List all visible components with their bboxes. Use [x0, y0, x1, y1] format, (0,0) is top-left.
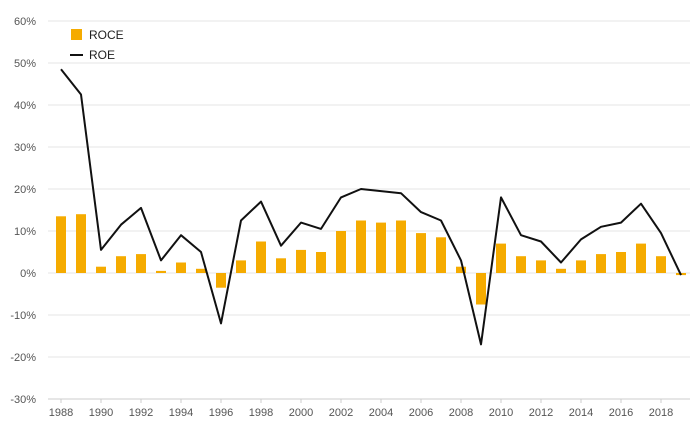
- y-tick-label: -10%: [10, 310, 36, 322]
- x-tick-label: 2008: [449, 407, 473, 419]
- roce-bar: [556, 268, 566, 273]
- y-tick-label: -20%: [10, 352, 36, 364]
- roce-bar: [636, 243, 646, 273]
- roce-bar: [416, 233, 426, 273]
- y-tick-label: 50%: [14, 58, 36, 70]
- roce-bar: [376, 222, 386, 273]
- roce-bar: [96, 266, 106, 273]
- roce-bar: [436, 237, 446, 273]
- roce-bar: [76, 214, 86, 273]
- roce-bar: [516, 256, 526, 273]
- x-tick-label: 2000: [289, 407, 313, 419]
- roce-bar: [136, 254, 146, 273]
- roce-bars: [56, 214, 686, 305]
- legend-label-roce: ROCE: [89, 28, 124, 42]
- y-tick-label: 60%: [14, 16, 36, 28]
- roce-bar: [576, 260, 586, 273]
- roce-bar: [56, 216, 66, 273]
- y-tick-label: -30%: [10, 394, 36, 406]
- x-tick-label: 1988: [49, 407, 73, 419]
- roce-bar: [396, 220, 406, 273]
- x-tick-label: 1994: [169, 407, 193, 419]
- roce-bar: [176, 262, 186, 273]
- y-tick-label: 40%: [14, 100, 36, 112]
- roce-bar: [296, 249, 306, 273]
- x-tick-label: 2010: [489, 407, 513, 419]
- x-tick-label: 1990: [89, 407, 113, 419]
- roce-bar: [496, 243, 506, 273]
- x-tick-label: 2006: [409, 407, 433, 419]
- y-tick-label: 20%: [14, 184, 36, 196]
- roce-bar: [656, 256, 666, 273]
- x-tick-label: 2014: [569, 407, 593, 419]
- roce-bar: [536, 260, 546, 273]
- roce-bar: [336, 231, 346, 273]
- y-tick-label: 30%: [14, 142, 36, 154]
- x-tick-label: 1996: [209, 407, 233, 419]
- roce-bar: [356, 220, 366, 273]
- y-tick-label: 10%: [14, 226, 36, 238]
- x-axis-ticks: 1988 1990 1992 1994 1996 1998 2000 2002 2004 2006…: [49, 399, 673, 419]
- roce-bar: [476, 273, 486, 305]
- roce-bar: [196, 268, 206, 273]
- roce-bar: [156, 270, 166, 273]
- roce-bar: [316, 252, 326, 273]
- roce-bar: [116, 256, 126, 273]
- roce-bar: [256, 241, 266, 273]
- legend-swatch-roce: [71, 29, 82, 40]
- roce-bar: [236, 260, 246, 273]
- x-tick-label: 2018: [649, 407, 673, 419]
- legend: ROCE ROE: [70, 28, 124, 62]
- roce-bar: [596, 254, 606, 273]
- x-tick-label: 2016: [609, 407, 633, 419]
- legend-label-roe: ROE: [89, 48, 115, 62]
- x-tick-label: 2012: [529, 407, 553, 419]
- y-axis-ticks: 60% 50% 40% 30% 20% 10% 0% -10% -20% -30%: [10, 16, 36, 406]
- roce-bar: [456, 266, 466, 273]
- y-tick-label: 0%: [20, 268, 36, 280]
- x-tick-label: 2002: [329, 407, 353, 419]
- roce-bar: [616, 252, 626, 273]
- x-tick-label: 2004: [369, 407, 393, 419]
- roce-bar: [276, 258, 286, 273]
- x-tick-label: 1992: [129, 407, 153, 419]
- x-tick-label: 1998: [249, 407, 273, 419]
- roe-line: [60, 68, 682, 346]
- roce-bar: [216, 273, 226, 288]
- roe-line-path: [60, 68, 682, 346]
